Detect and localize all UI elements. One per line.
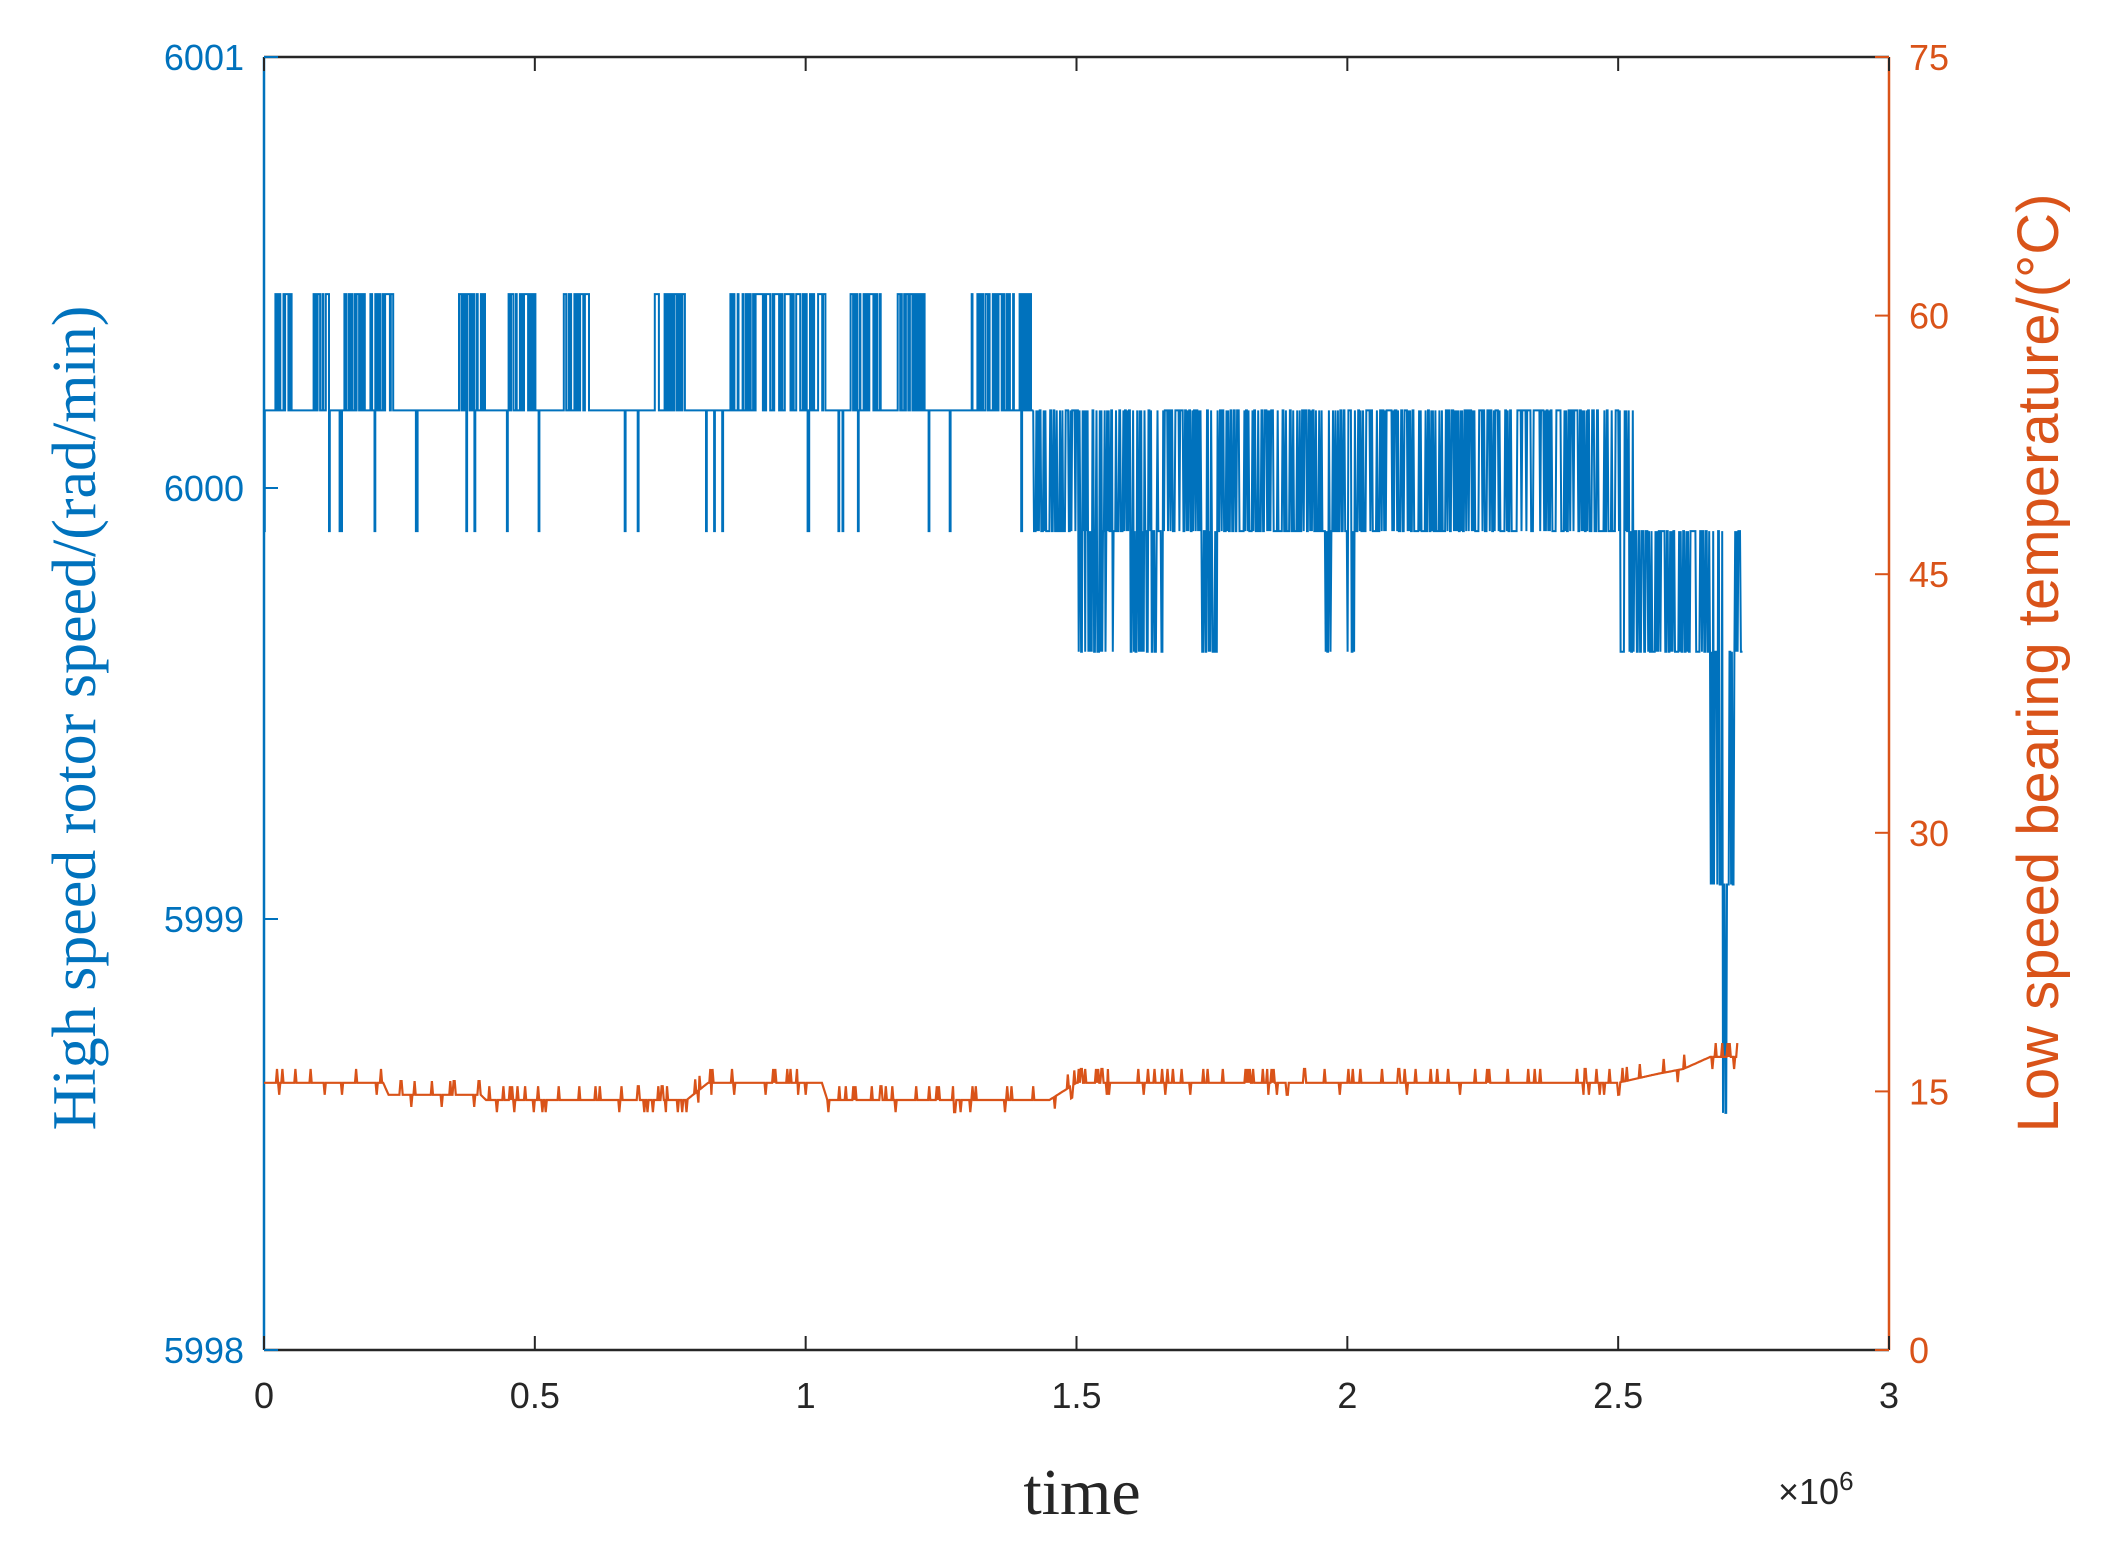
x-axis-multiplier-exponent: 6 bbox=[1839, 1466, 1853, 1496]
x-tick-label: 2.5 bbox=[1593, 1375, 1643, 1416]
series-layer bbox=[263, 293, 1743, 1114]
right-tick-label: 15 bbox=[1909, 1071, 1949, 1112]
left-tick-label: 5999 bbox=[164, 899, 244, 940]
bearing-temperature-line bbox=[264, 1043, 1739, 1114]
left-tick-label: 6001 bbox=[164, 37, 244, 78]
right-tick-label: 45 bbox=[1909, 554, 1949, 595]
x-tick-label: 0.5 bbox=[510, 1375, 560, 1416]
rotor-speed-line bbox=[263, 293, 1743, 1114]
x-tick-label: 2 bbox=[1337, 1375, 1357, 1416]
x-axis-multiplier-base: ×10 bbox=[1778, 1471, 1839, 1512]
tick-layer: 0 0.5 1 1.5 2 2.5 3 5998 5999 6000 6001 0 15 30 45 60 75 bbox=[164, 37, 1949, 1416]
right-tick-label: 0 bbox=[1909, 1330, 1929, 1371]
x-tick-label: 1 bbox=[796, 1375, 816, 1416]
x-tick-label: 1.5 bbox=[1051, 1375, 1101, 1416]
left-tick-label: 6000 bbox=[164, 468, 244, 509]
x-tick-label: 3 bbox=[1879, 1375, 1899, 1416]
right-axis-label: Low speed bearing temperature/(°C) bbox=[2006, 194, 2071, 1133]
x-axis-multiplier: ×106 bbox=[1778, 1466, 1854, 1512]
plot-frame bbox=[262, 55, 1891, 1352]
right-tick-label: 75 bbox=[1909, 37, 1949, 78]
left-axis-label: High speed rotor speed/(rad/min) bbox=[41, 306, 109, 1131]
right-tick-label: 60 bbox=[1909, 296, 1949, 337]
left-tick-label: 5998 bbox=[164, 1330, 244, 1371]
x-tick-label: 0 bbox=[254, 1375, 274, 1416]
x-axis-label: time bbox=[1023, 1456, 1140, 1529]
right-tick-label: 30 bbox=[1909, 813, 1949, 854]
